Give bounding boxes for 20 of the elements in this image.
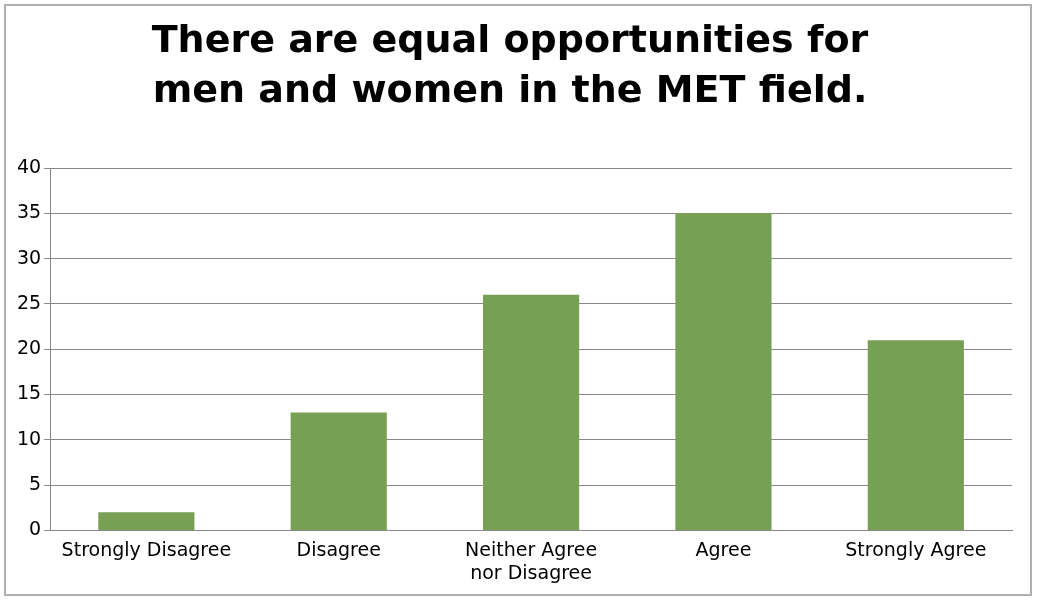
- bar: [867, 340, 964, 530]
- bar: [290, 412, 387, 530]
- x-tick-label: Agree: [695, 537, 752, 560]
- y-tick-label: 10: [16, 426, 42, 449]
- y-tick-label: 40: [16, 154, 42, 177]
- y-tick-label: 5: [29, 472, 42, 495]
- y-tick-label: 25: [16, 290, 42, 313]
- bar: [98, 512, 195, 530]
- chart-title: There are equal opportunities for men and women in the MET field.: [150, 16, 870, 113]
- x-tick-label: Strongly Agree: [845, 537, 987, 560]
- y-tick-label: 35: [16, 200, 42, 223]
- bar: [483, 294, 580, 530]
- bar: [675, 213, 772, 530]
- x-tick-label: Disagree: [296, 537, 381, 560]
- x-tick-label: Neither Agree nor Disagree: [465, 537, 598, 583]
- x-tick-label: Strongly Disagree: [61, 537, 232, 560]
- y-tick-label: 20: [16, 336, 42, 359]
- y-tick-label: 30: [16, 245, 42, 268]
- y-tick-label: 15: [16, 381, 42, 404]
- y-tick-label: 0: [29, 517, 42, 540]
